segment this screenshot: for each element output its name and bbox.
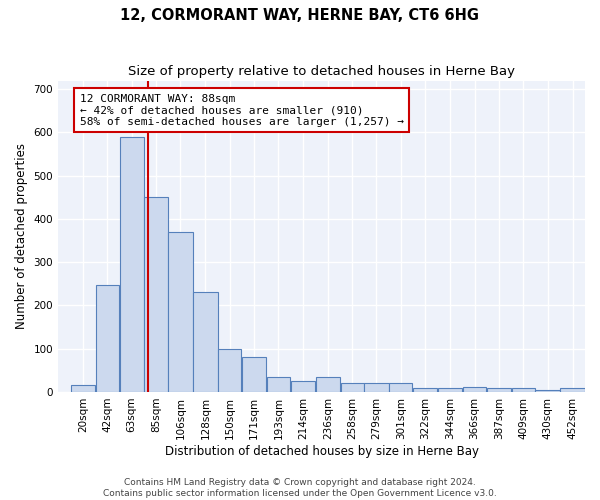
Bar	[218, 348, 241, 392]
Bar	[168, 232, 193, 392]
Bar	[119, 137, 144, 392]
Bar	[96, 284, 119, 392]
Bar	[438, 388, 463, 392]
Bar	[413, 388, 437, 392]
Bar	[341, 384, 364, 392]
Bar	[267, 377, 290, 392]
Bar	[560, 388, 585, 392]
Title: Size of property relative to detached houses in Herne Bay: Size of property relative to detached ho…	[128, 65, 515, 78]
Bar	[290, 381, 315, 392]
Bar	[364, 384, 389, 392]
Bar	[193, 292, 218, 392]
Text: 12, CORMORANT WAY, HERNE BAY, CT6 6HG: 12, CORMORANT WAY, HERNE BAY, CT6 6HG	[121, 8, 479, 22]
Bar	[512, 388, 535, 392]
Y-axis label: Number of detached properties: Number of detached properties	[15, 144, 28, 330]
Text: 12 CORMORANT WAY: 88sqm
← 42% of detached houses are smaller (910)
58% of semi-d: 12 CORMORANT WAY: 88sqm ← 42% of detache…	[80, 94, 404, 126]
Bar	[71, 386, 95, 392]
Bar	[242, 358, 266, 392]
Text: Contains HM Land Registry data © Crown copyright and database right 2024.
Contai: Contains HM Land Registry data © Crown c…	[103, 478, 497, 498]
Bar	[316, 377, 340, 392]
Bar	[145, 198, 167, 392]
Bar	[535, 390, 560, 392]
Bar	[389, 384, 412, 392]
X-axis label: Distribution of detached houses by size in Herne Bay: Distribution of detached houses by size …	[164, 444, 479, 458]
Bar	[487, 388, 511, 392]
Bar	[463, 387, 486, 392]
